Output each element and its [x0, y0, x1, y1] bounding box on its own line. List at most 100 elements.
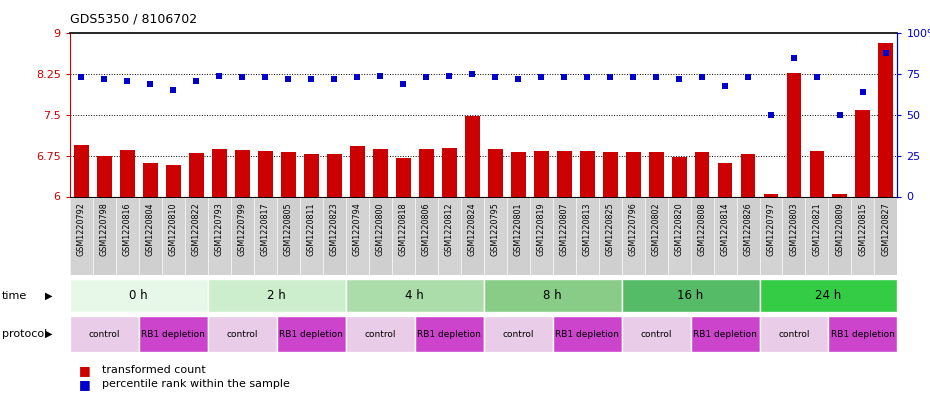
Text: RB1 depletion: RB1 depletion	[141, 330, 206, 338]
Bar	[323, 198, 346, 275]
Bar	[373, 149, 388, 196]
Text: GSM1220793: GSM1220793	[215, 202, 224, 256]
Bar	[368, 198, 392, 275]
Bar	[852, 198, 874, 275]
Text: GSM1220823: GSM1220823	[329, 202, 339, 256]
Bar	[737, 198, 760, 275]
Point	[579, 74, 594, 81]
Text: GSM1220806: GSM1220806	[421, 202, 431, 256]
Point	[304, 76, 319, 82]
Point	[809, 74, 824, 81]
Point	[648, 74, 663, 81]
Point	[718, 83, 733, 89]
Bar	[621, 198, 644, 275]
Point	[258, 74, 272, 81]
Text: GSM1220827: GSM1220827	[882, 202, 890, 256]
Bar	[760, 279, 897, 312]
Bar	[346, 316, 415, 352]
Text: GSM1220808: GSM1220808	[698, 202, 707, 256]
Point	[879, 50, 894, 56]
Text: time: time	[2, 291, 27, 301]
Text: ▶: ▶	[45, 329, 52, 339]
Text: GSM1220795: GSM1220795	[491, 202, 499, 256]
Bar	[207, 316, 276, 352]
Bar	[281, 152, 296, 196]
Bar	[418, 149, 433, 196]
Bar	[809, 151, 825, 196]
Text: GSM1220794: GSM1220794	[352, 202, 362, 256]
Text: GSM1220799: GSM1220799	[238, 202, 246, 256]
Bar	[644, 198, 668, 275]
Text: RB1 depletion: RB1 depletion	[418, 330, 481, 338]
Bar	[115, 198, 139, 275]
Text: GSM1220809: GSM1220809	[835, 202, 844, 256]
Text: GSM1220819: GSM1220819	[537, 202, 546, 256]
Text: GSM1220804: GSM1220804	[146, 202, 154, 256]
Bar	[621, 316, 690, 352]
Text: GSM1220821: GSM1220821	[813, 202, 821, 256]
Bar	[690, 198, 713, 275]
Text: GSM1220803: GSM1220803	[790, 202, 799, 256]
Bar	[185, 198, 207, 275]
Text: control: control	[365, 330, 396, 338]
Bar	[782, 198, 805, 275]
Bar	[874, 198, 897, 275]
Bar	[671, 157, 686, 196]
Text: GSM1220812: GSM1220812	[445, 202, 454, 256]
Bar	[299, 198, 323, 275]
Text: ▶: ▶	[45, 291, 52, 301]
Point	[418, 74, 433, 81]
Bar	[395, 158, 411, 196]
Bar	[856, 110, 870, 196]
Bar	[552, 198, 576, 275]
Text: 8 h: 8 h	[543, 289, 562, 302]
Text: 24 h: 24 h	[816, 289, 842, 302]
Bar	[162, 198, 185, 275]
Text: GSM1220810: GSM1220810	[168, 202, 178, 256]
Bar	[438, 198, 460, 275]
Bar	[207, 198, 231, 275]
Bar	[576, 198, 599, 275]
Bar	[740, 154, 755, 196]
Text: GSM1220792: GSM1220792	[77, 202, 86, 256]
Bar	[603, 152, 618, 196]
Bar	[668, 198, 690, 275]
Bar	[760, 198, 782, 275]
Bar	[189, 153, 204, 196]
Text: 0 h: 0 h	[129, 289, 148, 302]
Bar	[70, 198, 93, 275]
Bar	[304, 154, 319, 196]
Text: GSM1220797: GSM1220797	[766, 202, 776, 256]
Point	[740, 74, 755, 81]
Bar	[805, 198, 829, 275]
Text: 16 h: 16 h	[677, 289, 704, 302]
Text: protocol: protocol	[2, 329, 47, 339]
Point	[326, 76, 341, 82]
Point	[856, 89, 870, 95]
Bar	[621, 279, 760, 312]
Text: GSM1220800: GSM1220800	[376, 202, 385, 256]
Bar	[511, 152, 525, 196]
Text: GSM1220820: GSM1220820	[674, 202, 684, 256]
Bar	[829, 316, 897, 352]
Text: GDS5350 / 8106702: GDS5350 / 8106702	[70, 13, 197, 26]
Point	[189, 77, 204, 84]
Bar	[713, 198, 737, 275]
Bar	[529, 198, 552, 275]
Bar	[460, 198, 484, 275]
Text: ■: ■	[79, 364, 91, 377]
Text: RB1 depletion: RB1 depletion	[693, 330, 757, 338]
Text: RB1 depletion: RB1 depletion	[831, 330, 895, 338]
Point	[212, 73, 227, 79]
Bar	[276, 198, 299, 275]
Bar	[534, 151, 549, 196]
Point	[395, 81, 410, 87]
Point	[534, 74, 549, 81]
Point	[671, 76, 686, 82]
Bar	[552, 316, 621, 352]
Text: GSM1220801: GSM1220801	[513, 202, 523, 256]
Text: GSM1220807: GSM1220807	[560, 202, 568, 256]
Bar	[415, 316, 484, 352]
Point	[166, 87, 180, 94]
Bar	[695, 152, 710, 196]
